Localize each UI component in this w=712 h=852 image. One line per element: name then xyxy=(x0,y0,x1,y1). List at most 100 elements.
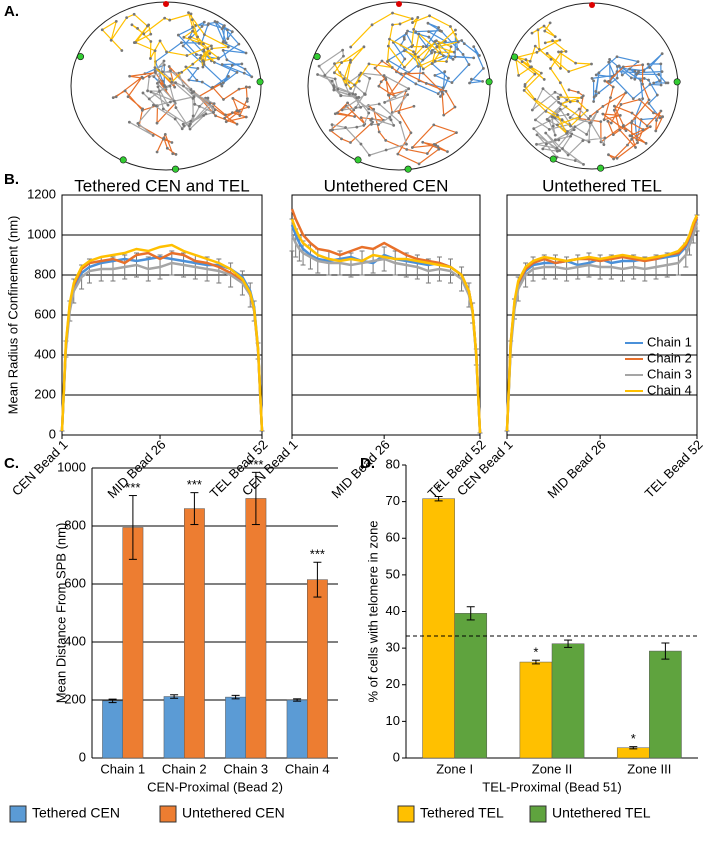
bar xyxy=(422,498,455,759)
bead xyxy=(158,89,161,93)
bead xyxy=(204,112,208,116)
bead xyxy=(589,114,592,118)
bead xyxy=(367,153,371,157)
bead xyxy=(410,17,414,21)
bead xyxy=(573,159,577,162)
bead xyxy=(176,33,180,37)
bead xyxy=(120,49,124,52)
bead xyxy=(543,41,547,45)
bead xyxy=(603,136,607,140)
bead xyxy=(226,37,230,41)
bead xyxy=(590,62,593,66)
bead xyxy=(342,54,345,58)
series-line xyxy=(60,243,264,432)
bead xyxy=(161,107,165,111)
bead xyxy=(417,162,421,166)
bead xyxy=(403,57,407,61)
bead xyxy=(235,109,239,113)
bead xyxy=(189,119,193,123)
bead xyxy=(449,25,452,28)
bead xyxy=(541,87,545,91)
bead xyxy=(344,126,347,129)
bead xyxy=(594,73,598,77)
bead xyxy=(126,95,130,99)
legend-label: Chain 2 xyxy=(647,350,692,365)
bead xyxy=(174,81,177,84)
bead xyxy=(388,37,391,41)
bead xyxy=(461,52,465,56)
x-tick-label: Zone II xyxy=(532,761,572,776)
bead xyxy=(541,147,545,151)
bead xyxy=(433,73,437,77)
y-tick-label: 10 xyxy=(386,713,400,728)
bead xyxy=(558,38,562,42)
panel-label: C. xyxy=(4,455,19,472)
y-axis-label: % of cells with telomere in zone xyxy=(365,520,380,702)
bead xyxy=(240,62,244,66)
bead xyxy=(390,66,394,69)
bead xyxy=(481,79,485,83)
bead xyxy=(445,60,448,63)
bead xyxy=(127,120,131,124)
y-tick-label: 50 xyxy=(386,566,400,581)
bar xyxy=(102,700,124,759)
bead xyxy=(200,25,204,28)
bead xyxy=(333,62,336,66)
bead xyxy=(377,102,381,106)
bead xyxy=(612,108,616,112)
bead xyxy=(198,56,202,60)
y-tick-label: 30 xyxy=(386,640,400,655)
bead xyxy=(460,39,464,42)
bead xyxy=(660,70,664,74)
bead xyxy=(647,78,650,82)
bead xyxy=(212,102,216,106)
bead xyxy=(559,102,563,106)
bead xyxy=(557,100,561,104)
bead xyxy=(130,23,134,27)
bead xyxy=(340,137,343,141)
x-axis-label: TEL-Proximal (Bead 51) xyxy=(482,779,621,794)
bead xyxy=(615,55,619,59)
bead xyxy=(559,67,562,70)
bead xyxy=(545,117,549,121)
anchor-bead xyxy=(549,155,557,163)
bead xyxy=(237,87,241,91)
bead xyxy=(456,47,459,51)
bead xyxy=(154,104,158,108)
x-tick-label: MID Bead 26 xyxy=(544,437,608,501)
bead xyxy=(659,109,663,113)
bead xyxy=(655,93,659,97)
bead xyxy=(191,25,194,29)
chain-trace xyxy=(531,87,606,165)
bead xyxy=(436,145,440,148)
bead xyxy=(155,121,159,125)
bead xyxy=(221,48,225,52)
bead xyxy=(336,87,340,91)
bead xyxy=(658,79,661,83)
bead xyxy=(654,129,658,133)
bead xyxy=(225,58,229,62)
bead xyxy=(403,65,406,69)
bead xyxy=(316,73,319,76)
legend-label: Tethered TEL xyxy=(420,805,504,821)
bead xyxy=(565,98,569,102)
bead xyxy=(608,58,611,61)
y-tick-label: 400 xyxy=(64,633,86,648)
bead xyxy=(611,85,615,89)
bead xyxy=(556,95,560,99)
bead xyxy=(454,28,457,32)
bead xyxy=(237,42,241,46)
bead xyxy=(202,60,206,64)
chart-title: Untethered TEL xyxy=(542,176,662,195)
bead xyxy=(442,54,445,58)
significance-label: *** xyxy=(310,547,325,562)
bead xyxy=(237,109,241,113)
bead xyxy=(425,152,429,155)
bead xyxy=(142,32,146,36)
bead xyxy=(195,78,199,82)
bead xyxy=(202,62,206,66)
bead xyxy=(213,61,216,64)
bead xyxy=(153,49,157,53)
bead xyxy=(149,57,152,60)
bead xyxy=(250,75,254,79)
